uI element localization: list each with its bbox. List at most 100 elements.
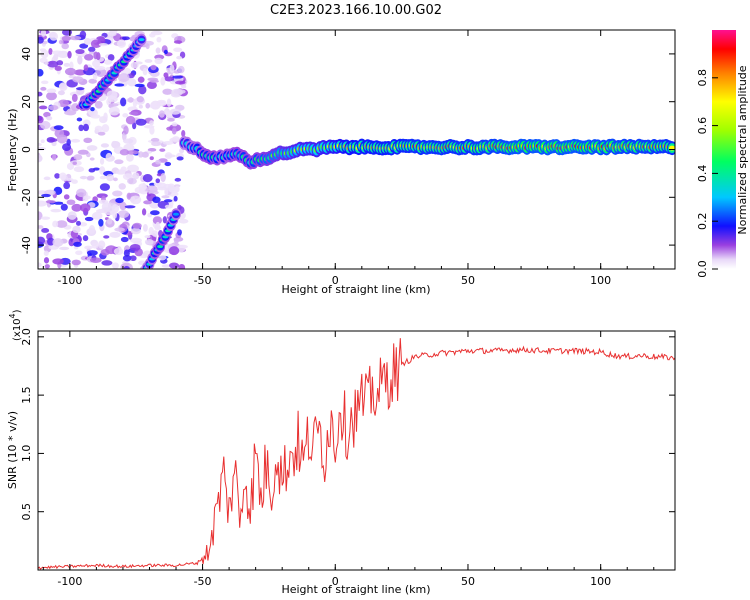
noise-speck	[158, 110, 165, 118]
noise-speck	[173, 47, 183, 52]
noise-speck	[115, 197, 124, 204]
noise-speck	[166, 98, 172, 107]
noise-speck	[142, 174, 153, 183]
noise-speck	[164, 154, 176, 158]
noise-speck	[82, 197, 89, 202]
noise-speck	[173, 237, 180, 244]
noise-speck	[150, 210, 160, 216]
y-tick-label: 40	[20, 47, 33, 61]
noise-speck	[75, 250, 83, 256]
noise-speck	[155, 159, 162, 165]
noise-speck	[114, 159, 124, 165]
noise-speck	[174, 185, 180, 193]
noise-speck	[43, 111, 51, 118]
noise-speck	[99, 158, 105, 165]
noise-speck	[117, 210, 130, 218]
noise-speck	[138, 85, 147, 95]
noise-speck	[40, 30, 47, 37]
noise-speck	[174, 177, 182, 182]
noise-speck	[101, 260, 113, 266]
noise-speck	[129, 243, 141, 251]
noise-speck	[45, 200, 56, 204]
noise-speck	[71, 259, 81, 266]
spectrogram-marks	[38, 30, 675, 269]
noise-speck	[76, 87, 85, 91]
noise-speck	[142, 67, 148, 76]
noise-speck	[98, 240, 106, 249]
noise-speck	[95, 68, 107, 77]
noise-speck	[122, 113, 129, 118]
noise-speck	[145, 43, 150, 50]
noise-speck	[74, 69, 86, 76]
noise-speck	[99, 175, 107, 180]
noise-speck	[177, 204, 182, 211]
noise-speck	[120, 236, 129, 243]
noise-speck	[149, 156, 154, 161]
colorbar: 0.0 0.2 0.4 0.6 0.8 Normalized spectral ampl…	[696, 30, 749, 278]
noise-speck	[130, 195, 142, 205]
noise-speck	[91, 211, 103, 220]
noise-speck	[155, 221, 161, 230]
snr-x-label: Height of straight line (km)	[281, 583, 430, 596]
noise-speck	[89, 257, 102, 263]
noise-speck	[40, 216, 51, 220]
noise-speck	[149, 33, 156, 38]
noise-speck	[86, 175, 95, 181]
noise-speck	[132, 172, 140, 180]
noise-speck	[138, 183, 148, 190]
noise-speck	[98, 218, 104, 227]
colorbar-ticks: 0.0 0.2 0.4 0.6 0.8	[696, 69, 718, 278]
noise-speck	[173, 70, 181, 74]
noise-speck	[123, 125, 129, 135]
noise-speck	[90, 39, 102, 48]
noise-speck	[155, 178, 161, 184]
noise-speck	[176, 55, 183, 60]
noise-speck	[84, 245, 93, 250]
ridge-core	[138, 38, 145, 42]
noise-speck	[171, 122, 178, 127]
noise-speck	[149, 120, 154, 126]
noise-speck	[52, 258, 64, 265]
noise-speck	[43, 257, 50, 264]
noise-speck	[111, 204, 120, 213]
noise-speck	[39, 57, 48, 63]
noise-speck	[38, 262, 42, 268]
noise-speck	[113, 247, 124, 256]
noise-speck	[89, 157, 95, 161]
spectrogram-panel: -100 -50 0 50 100 -40 -20 0 20 40 Height of stra…	[6, 29, 676, 296]
noise-speck	[126, 97, 135, 103]
x-tick-label: 100	[590, 575, 611, 588]
noise-speck	[108, 103, 119, 107]
noise-speck	[158, 255, 167, 261]
noise-speck	[149, 79, 159, 83]
noise-speck	[88, 225, 96, 234]
colorbar-tick-label: 0.0	[696, 260, 709, 278]
colorbar-tick-label: 0.2	[696, 212, 709, 230]
noise-speck	[40, 139, 45, 144]
noise-speck	[173, 89, 186, 95]
noise-speck	[79, 175, 88, 180]
noise-speck	[62, 143, 72, 152]
noise-speck	[132, 222, 142, 229]
y-tick-label: 1.0	[20, 445, 33, 463]
noise-speck	[77, 149, 89, 155]
noise-speck	[119, 149, 130, 156]
noise-speck	[178, 264, 186, 269]
noise-speck	[162, 88, 173, 95]
noise-speck	[109, 231, 121, 238]
noise-speck	[116, 39, 127, 48]
noise-speck	[57, 90, 65, 96]
noise-speck	[119, 201, 127, 211]
noise-speck	[67, 211, 77, 220]
colorbar-label: Normalized spectral amplitude	[736, 65, 749, 234]
noise-speck	[105, 152, 113, 161]
noise-speck	[160, 173, 166, 183]
spectrogram-y-ticks: -40 -20 0 20 40	[20, 47, 675, 254]
noise-speck	[72, 76, 84, 83]
noise-speck	[41, 227, 50, 233]
noise-speck	[59, 246, 70, 251]
noise-speck	[44, 61, 49, 65]
noise-speck	[63, 62, 70, 67]
noise-speck	[78, 124, 84, 132]
